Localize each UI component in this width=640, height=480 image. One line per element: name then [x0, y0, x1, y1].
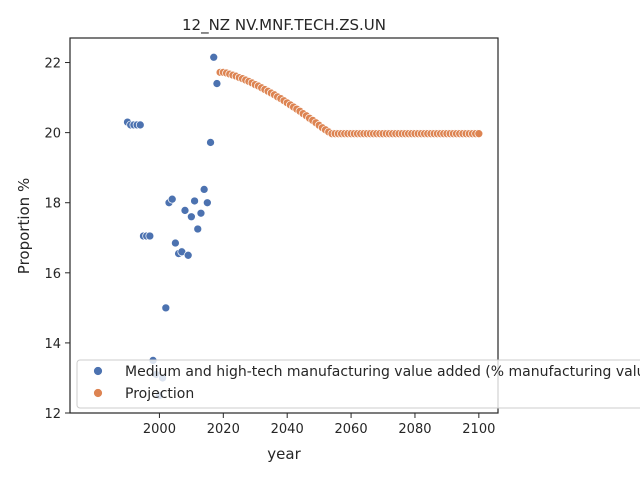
plot-frame	[69, 37, 499, 414]
x-axis: 2000 2020 2040 2060 2080 2100	[143, 413, 495, 437]
x-tick-label: 2000	[143, 422, 176, 437]
y-axis: 12 14 16 18 20 22	[44, 57, 70, 422]
data-point	[193, 224, 203, 234]
data-point	[145, 231, 155, 241]
chart-title: 12_NZ NV.MNF.TECH.ZS.UN	[182, 16, 386, 35]
legend-label-observed: Medium and high-tech manufacturing value…	[125, 364, 640, 380]
legend-marker-observed	[93, 366, 103, 376]
y-tick-label: 20	[44, 127, 61, 142]
series-1	[215, 67, 484, 139]
data-point	[171, 238, 180, 248]
data-point	[209, 52, 219, 62]
data-point	[199, 185, 209, 194]
legend: Medium and high-tech manufacturing value…	[76, 359, 640, 409]
x-axis-label: year	[267, 445, 301, 463]
y-tick-label: 14	[44, 337, 61, 352]
data-point	[180, 206, 190, 215]
data-point	[183, 250, 193, 260]
y-axis-label: Proportion %	[15, 178, 33, 274]
data-point	[161, 303, 171, 313]
data-point	[212, 79, 222, 88]
legend-box	[76, 359, 640, 409]
y-tick-label: 22	[44, 57, 61, 72]
data-point	[187, 212, 196, 222]
data-point	[190, 196, 199, 206]
data-point	[206, 138, 215, 147]
data-point	[135, 120, 145, 130]
data-point	[196, 208, 206, 218]
x-tick-label: 2080	[398, 422, 431, 437]
data-point	[167, 194, 177, 204]
x-tick-label: 2020	[207, 422, 240, 437]
x-tick-label: 2060	[335, 422, 368, 437]
legend-marker-projection	[93, 388, 103, 398]
x-tick-label: 2100	[462, 422, 495, 437]
y-tick-label: 16	[44, 267, 61, 282]
data-point	[202, 198, 212, 208]
x-tick-label: 2040	[271, 422, 304, 437]
series-0	[123, 52, 225, 400]
y-tick-label: 12	[44, 407, 61, 422]
legend-label-projection: Projection	[125, 386, 194, 402]
data-point	[474, 129, 484, 139]
y-tick-label: 18	[44, 197, 61, 212]
points-layer	[123, 52, 484, 400]
